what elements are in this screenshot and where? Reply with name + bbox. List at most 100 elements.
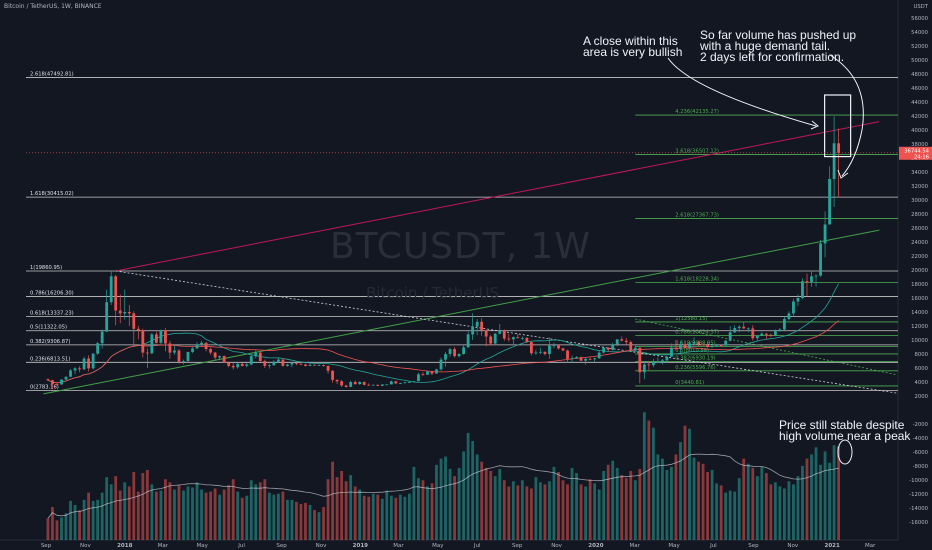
candle-body	[823, 224, 827, 244]
volume-bar	[651, 427, 655, 540]
volume-bar	[78, 510, 81, 540]
volume-bar	[236, 491, 240, 540]
volume-bar	[204, 492, 208, 540]
candle-body	[240, 363, 244, 366]
volume-ma-line	[47, 453, 839, 519]
price-tick-label: 32000	[911, 184, 928, 190]
volume-bar	[620, 475, 624, 540]
dashed-downtrend	[115, 270, 898, 394]
volume-bar	[715, 483, 719, 540]
candle-body	[475, 321, 479, 327]
volume-bar	[55, 520, 59, 540]
price-tick-label: 34000	[911, 170, 928, 176]
volume-bar	[154, 491, 158, 540]
candle-body	[127, 312, 131, 314]
volume-bar	[724, 492, 728, 540]
fib-right-label: 4.236(42135.27)	[675, 109, 719, 115]
candle-body	[588, 358, 592, 360]
time-tick-label: 2019	[353, 543, 368, 549]
volume-bar	[168, 482, 172, 540]
countdown-label: 24:16	[914, 154, 929, 160]
candle-body	[697, 342, 700, 345]
volume-bar	[746, 463, 750, 540]
candle-body	[692, 342, 696, 344]
volume-bar	[362, 495, 366, 540]
volume-bar	[823, 451, 827, 540]
volume-bar	[475, 454, 479, 540]
candle-body	[796, 298, 800, 302]
volume-bar	[295, 501, 298, 540]
volume-bar	[439, 458, 443, 540]
volume-bar	[394, 497, 398, 540]
price-tick-label: 48000	[911, 72, 928, 78]
volume-bar	[426, 486, 429, 540]
volume-bar	[516, 485, 520, 540]
candle-body	[539, 351, 542, 353]
price-tick-label: 26000	[911, 226, 928, 232]
candle-body	[615, 339, 619, 345]
volume-bar	[448, 468, 452, 540]
volume-bar	[832, 445, 836, 540]
candle-body	[109, 276, 113, 303]
price-tick-label: 2000	[915, 394, 929, 400]
volume-bar	[96, 499, 100, 540]
volume-bar	[552, 466, 556, 540]
volume-bar	[73, 504, 77, 540]
volume-bar	[579, 484, 583, 540]
last-price-label: 36744.54	[904, 148, 929, 154]
candle-body	[267, 365, 271, 366]
price-tick-label: 44000	[911, 100, 928, 106]
candle-body	[195, 344, 199, 349]
candle-body	[471, 326, 475, 335]
candle-body	[552, 345, 556, 347]
candle-body	[778, 329, 782, 331]
volume-bar	[258, 482, 262, 540]
candle-body	[602, 347, 606, 353]
candle-body	[480, 321, 484, 331]
volume-bar	[340, 470, 344, 540]
volume-bar	[358, 489, 362, 540]
candle-body	[557, 345, 560, 349]
volume-bar	[398, 494, 402, 540]
volume-bar	[520, 480, 524, 540]
volume-bar	[335, 477, 339, 540]
ma-50-line	[47, 320, 839, 384]
volume-bar	[173, 489, 176, 540]
volume-bar	[688, 428, 691, 540]
volume-bar	[231, 479, 235, 540]
volume-bar	[109, 484, 113, 540]
green-dashed-line	[635, 318, 898, 376]
candle-body	[611, 344, 615, 350]
price-tick-label: 10000	[911, 338, 928, 344]
candle-body	[421, 374, 425, 376]
candle-body	[213, 352, 217, 358]
volume-bar	[290, 499, 294, 540]
fib-left-label: 1(19860.95)	[30, 265, 62, 271]
candle-body	[525, 337, 529, 343]
candle-body	[683, 344, 687, 348]
fib-left-label: 0.236(6813.51)	[30, 356, 70, 362]
price-tick-label: 24000	[911, 240, 928, 246]
candle-body	[308, 364, 312, 366]
time-tick-label: May	[668, 543, 680, 549]
candle-body	[579, 357, 583, 361]
volume-bar	[51, 507, 54, 540]
volume-bar	[263, 479, 267, 540]
candle-body	[154, 334, 158, 343]
fib-right-label: 0.786(10624.37)	[675, 330, 719, 336]
time-tick-label: 2018	[117, 543, 132, 549]
volume-bar	[403, 496, 407, 540]
candle-body	[55, 384, 59, 385]
fib-left-label: 0.382(9306.87)	[30, 339, 70, 345]
volume-bar	[313, 510, 316, 540]
volume-bar	[665, 469, 669, 540]
candle-body	[624, 340, 628, 343]
candle-body	[787, 313, 791, 319]
volume-bar	[254, 484, 258, 540]
candle-body	[105, 302, 109, 332]
arrowhead-close-area	[810, 120, 819, 130]
candle-body	[412, 381, 416, 383]
volume-bar	[493, 476, 497, 540]
volume-bar	[240, 497, 244, 540]
